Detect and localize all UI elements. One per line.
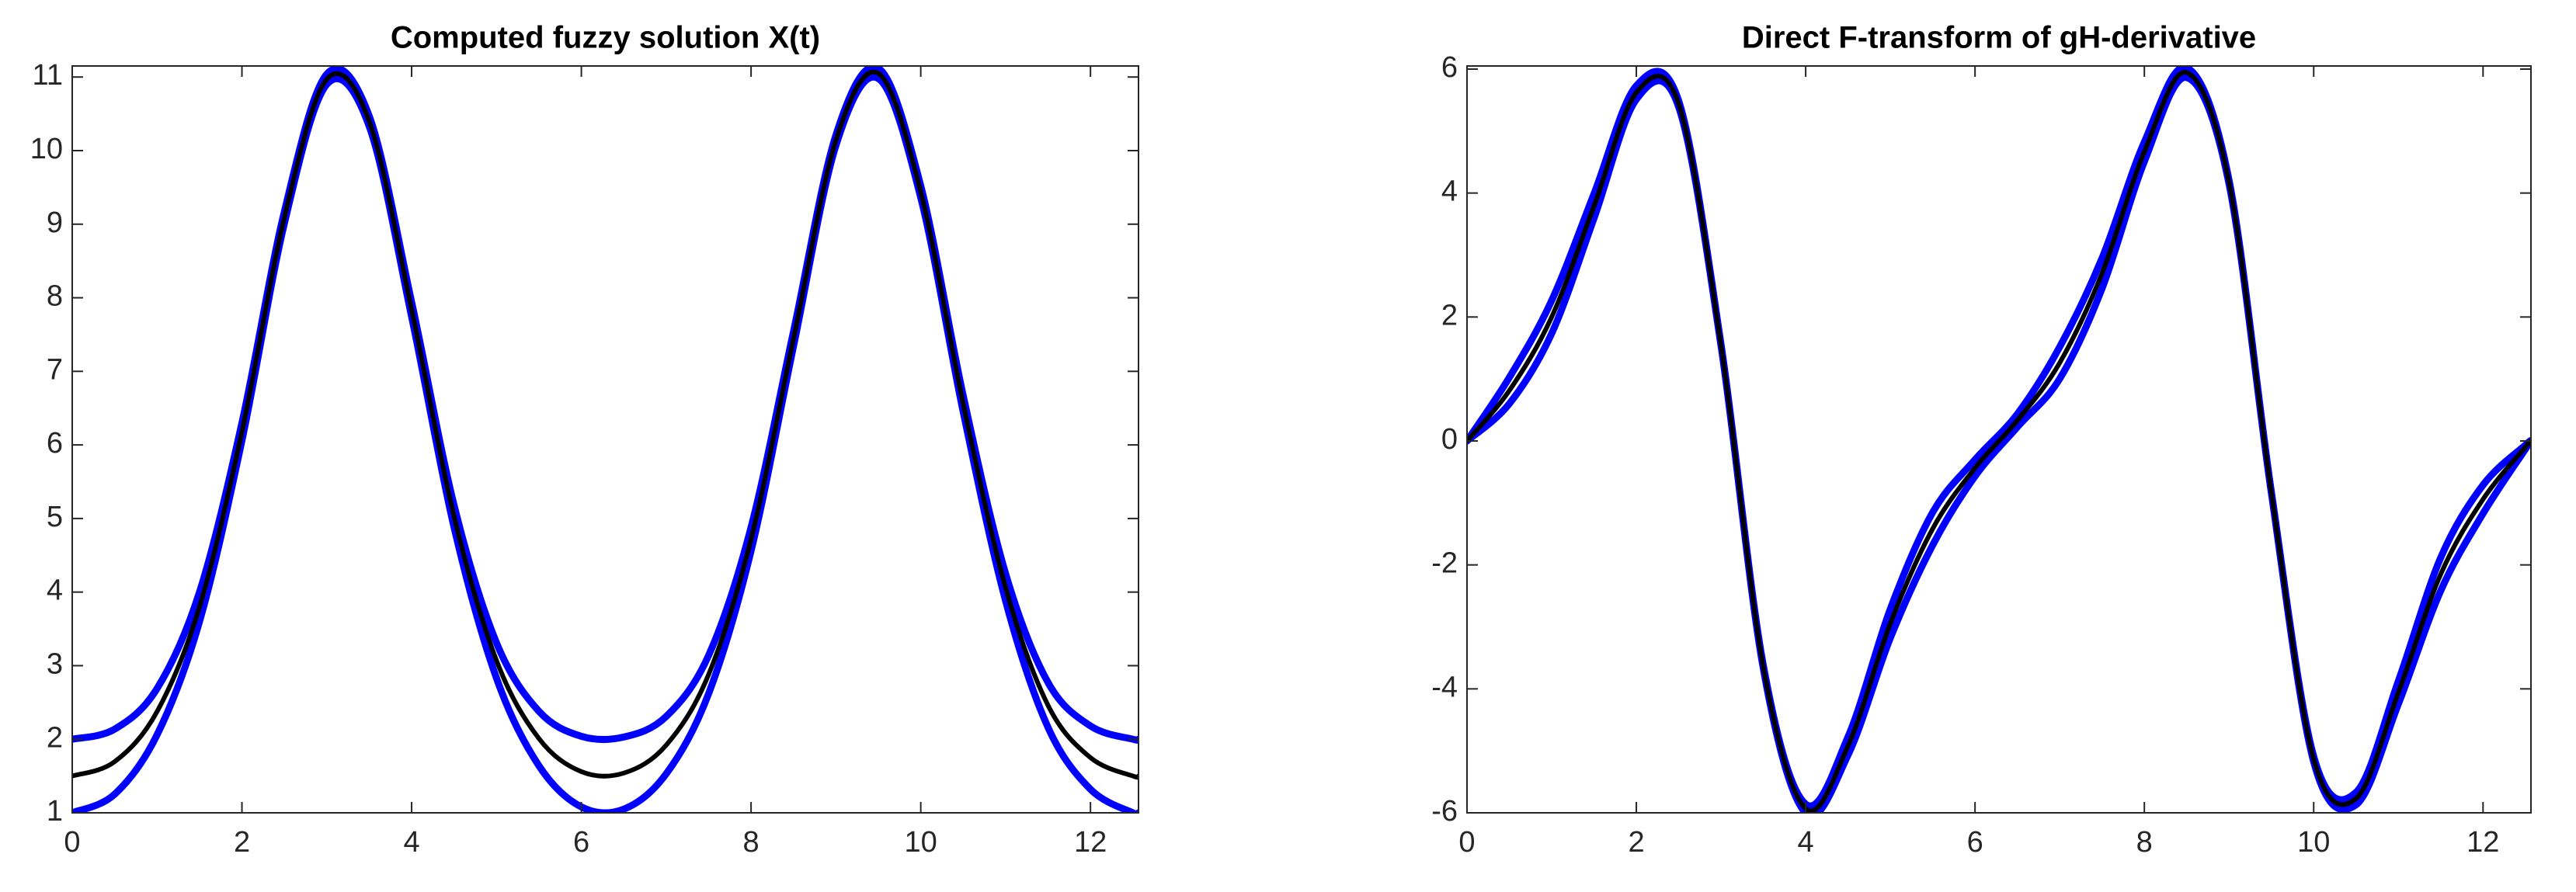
y-tick-label: 1: [47, 795, 63, 828]
y-tick-label: 4: [1441, 175, 1458, 208]
y-tick-label: 8: [47, 280, 63, 313]
y-tick-label: 7: [47, 353, 63, 386]
subplot: Direct F-transform of gH-derivative -6 -4 -…: [1431, 21, 2532, 859]
chart-title: Computed fuzzy solution X(t): [391, 21, 820, 55]
x-tick-label: 12: [2466, 826, 2499, 859]
x-tick-label: 12: [1074, 826, 1107, 859]
y-tick-label: 5: [47, 501, 63, 533]
x-tick-label: 6: [573, 826, 589, 859]
x-tick-label: 2: [234, 826, 250, 859]
x-tick-label: 2: [1628, 826, 1644, 859]
x-tick-label: 8: [743, 826, 760, 859]
y-tick-label: 11: [33, 59, 63, 92]
y-tick-label: 6: [47, 427, 63, 460]
y-tick-label: -2: [1431, 547, 1458, 580]
y-tick-label: 10: [30, 133, 63, 165]
y-tick-label: 2: [1441, 299, 1458, 331]
y-tick-label: 9: [47, 207, 63, 239]
x-tick-label: 0: [1458, 826, 1475, 859]
axes-box: [1466, 65, 2532, 814]
y-tick-label: 3: [47, 647, 63, 680]
subplot: Computed fuzzy solution X(t)123456789101…: [30, 21, 1139, 859]
y-tick-label: -6: [1431, 795, 1458, 828]
y-tick-label: 2: [47, 721, 63, 754]
y-tick-label: 6: [1441, 51, 1458, 84]
plot-area: [72, 66, 1139, 813]
x-tick-label: 8: [2136, 826, 2153, 859]
x-tick-label: 0: [64, 826, 80, 859]
x-tick-label: 4: [403, 826, 419, 859]
y-tick-label: -4: [1431, 671, 1458, 703]
line-series: [72, 69, 1139, 780]
x-tick-label: 10: [2297, 826, 2330, 859]
axes-box: [71, 65, 1139, 814]
chart-title: Direct F-transform of gH-derivative: [1742, 21, 2256, 55]
line-series: [1467, 70, 2531, 813]
y-tick-label: 0: [1441, 423, 1458, 456]
line-series: [1467, 66, 2531, 810]
x-tick-label: 10: [904, 826, 937, 859]
plot-area: [1467, 66, 2531, 813]
y-tick-label: 4: [47, 574, 63, 607]
x-tick-label: 6: [1967, 826, 1983, 859]
x-tick-label: 4: [1798, 826, 1814, 859]
